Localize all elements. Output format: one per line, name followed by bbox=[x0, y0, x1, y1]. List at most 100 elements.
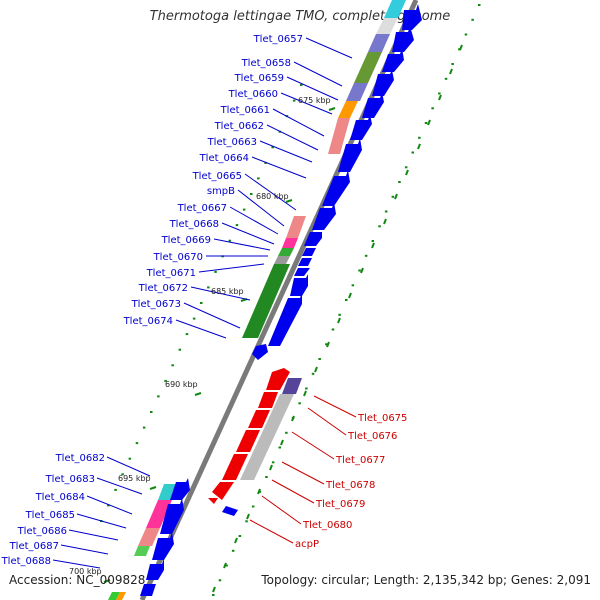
tick-mark bbox=[234, 537, 238, 544]
gc-dot bbox=[114, 488, 117, 491]
cds-arrow-reverse bbox=[258, 392, 278, 408]
gc-dot bbox=[225, 564, 228, 567]
gc-dot bbox=[107, 504, 110, 507]
cds-arrow-reverse bbox=[212, 482, 234, 500]
forward-cds-arrows bbox=[140, 4, 422, 596]
gc-dot bbox=[424, 122, 428, 124]
gene-label[interactable]: Tlet_0673 bbox=[131, 299, 181, 310]
gene-label[interactable]: smpB bbox=[207, 186, 235, 197]
tick-mark bbox=[405, 169, 409, 176]
gene-label[interactable]: Tlet_0684 bbox=[35, 492, 85, 503]
gc-dot bbox=[471, 18, 474, 21]
leader-line bbox=[198, 263, 265, 273]
tick-mark bbox=[269, 464, 273, 471]
gene-label[interactable]: Tlet_0657 bbox=[253, 34, 303, 45]
leader-line bbox=[190, 286, 251, 301]
leader-line bbox=[52, 559, 101, 569]
gene-label[interactable]: Tlet_0676 bbox=[347, 431, 397, 442]
gene-label[interactable]: Tlet_0664 bbox=[199, 153, 249, 164]
tick-mark bbox=[280, 439, 284, 446]
feature-bar-darkgreen bbox=[242, 264, 290, 338]
gc-dot bbox=[218, 579, 222, 582]
gene-label[interactable]: Tlet_0688 bbox=[1, 556, 51, 567]
gene-label[interactable]: Tlet_0682 bbox=[55, 453, 105, 464]
leader-line bbox=[291, 431, 335, 460]
gene-label[interactable]: Tlet_0686 bbox=[17, 526, 67, 537]
gc-dot bbox=[192, 317, 196, 320]
kbp-tick bbox=[328, 107, 336, 111]
leader-line bbox=[96, 477, 143, 495]
gc-dot bbox=[478, 4, 481, 6]
gene-label[interactable]: Tlet_0671 bbox=[146, 268, 196, 279]
cds-arrow bbox=[362, 92, 384, 118]
gc-dot bbox=[464, 33, 468, 36]
feature-color-bars bbox=[108, 0, 406, 600]
leader-line bbox=[183, 302, 241, 329]
leader-line bbox=[251, 156, 307, 179]
gene-label[interactable]: Tlet_0669 bbox=[161, 235, 211, 246]
gc-dot bbox=[121, 473, 124, 476]
leader-line bbox=[76, 513, 127, 529]
gene-label[interactable]: Tlet_0668 bbox=[169, 219, 219, 230]
feature-bar-salmon-3 bbox=[138, 528, 160, 546]
gene-label[interactable]: Tlet_0659 bbox=[234, 73, 284, 84]
gc-dot bbox=[298, 402, 301, 405]
gene-label[interactable]: Tlet_0675 bbox=[357, 413, 407, 424]
gene-label[interactable]: Tlet_0678 bbox=[325, 480, 375, 491]
gc-dot bbox=[142, 426, 146, 429]
gene-label[interactable]: acpP bbox=[295, 539, 319, 550]
gc-dot bbox=[318, 358, 321, 360]
gc-dot bbox=[278, 446, 281, 449]
gc-dot bbox=[150, 411, 153, 413]
gene-label[interactable]: Tlet_0683 bbox=[45, 474, 95, 485]
leader-line bbox=[261, 495, 302, 525]
gc-dot bbox=[285, 431, 288, 434]
gene-label[interactable]: Tlet_0687 bbox=[9, 541, 59, 552]
gc-dot bbox=[311, 372, 315, 375]
gene-label[interactable]: Tlet_0660 bbox=[228, 89, 278, 100]
feature-bar-green-2 bbox=[134, 546, 150, 556]
leader-line bbox=[307, 407, 347, 436]
gene-label[interactable]: Tlet_0661 bbox=[220, 105, 270, 116]
cds-arrow bbox=[304, 228, 322, 246]
feature-bar-olive bbox=[354, 52, 382, 83]
feature-bar-salmon-2 bbox=[286, 216, 306, 238]
gene-label[interactable]: Tlet_0674 bbox=[123, 316, 173, 327]
gc-dot bbox=[245, 520, 248, 523]
leader-line bbox=[266, 124, 319, 151]
gc-dot bbox=[235, 224, 239, 227]
scale-label: 675 kbp bbox=[298, 96, 331, 105]
cds-arrow bbox=[294, 268, 310, 276]
cds-arrow bbox=[372, 70, 394, 96]
gene-label[interactable]: Tlet_0672 bbox=[138, 283, 188, 294]
gc-dot bbox=[164, 379, 167, 382]
scale-labels: 675 kbp 680 kbp 685 kbp 690 kbp 695 kbp … bbox=[69, 96, 331, 576]
tick-mark bbox=[314, 366, 318, 373]
feature-bar-bottom-orange bbox=[116, 592, 126, 600]
gene-label[interactable]: Tlet_0677 bbox=[335, 455, 385, 466]
cds-arrow bbox=[290, 274, 308, 296]
gc-dot bbox=[271, 146, 274, 149]
gene-label[interactable]: Tlet_0680 bbox=[302, 520, 352, 531]
gene-label[interactable]: Tlet_0658 bbox=[241, 58, 291, 69]
scale-label: 700 kbp bbox=[69, 567, 102, 576]
gene-label[interactable]: Tlet_0679 bbox=[315, 499, 365, 510]
tick-mark bbox=[417, 143, 421, 150]
tick-mark bbox=[303, 390, 307, 397]
gene-label[interactable]: Tlet_0665 bbox=[192, 171, 242, 182]
leader-line bbox=[281, 461, 325, 485]
gene-label[interactable]: Tlet_0685 bbox=[25, 510, 75, 521]
feature-bar-grey-1 bbox=[274, 256, 290, 264]
feature-bar-light-top bbox=[376, 18, 398, 34]
gc-dot bbox=[271, 461, 275, 464]
gene-label[interactable]: Tlet_0667 bbox=[177, 203, 227, 214]
cds-arrow bbox=[170, 478, 190, 500]
tick-mark bbox=[223, 562, 227, 569]
leader-line bbox=[272, 108, 325, 137]
gene-label[interactable]: Tlet_0662 bbox=[214, 121, 264, 132]
gene-label[interactable]: Tlet_0663 bbox=[207, 137, 257, 148]
feature-bar-grey-2 bbox=[240, 394, 294, 480]
tick-marks-layer bbox=[103, 44, 463, 593]
gene-label[interactable]: Tlet_0670 bbox=[153, 252, 203, 263]
